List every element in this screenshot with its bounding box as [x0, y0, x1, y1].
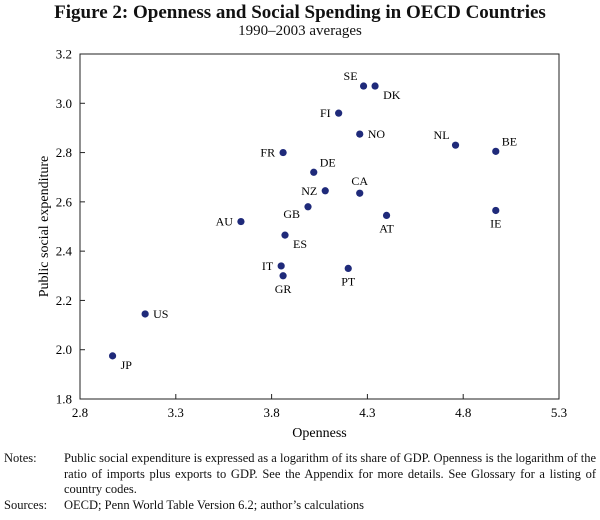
x-axis-label: Openness — [292, 426, 346, 441]
chart-title: Figure 2: Openness and Social Spending i… — [54, 2, 546, 23]
data-point-us — [141, 310, 149, 318]
point-label-nz: NZ — [301, 184, 317, 198]
notes-section: Notes: Public social expenditure is expr… — [4, 451, 596, 513]
data-point-ie — [492, 206, 500, 215]
point-label-dk: DK — [383, 88, 401, 102]
data-point-es — [281, 231, 289, 239]
data-point-nz — [321, 187, 329, 195]
data-point-au — [237, 217, 245, 226]
data-point-fr — [279, 148, 287, 157]
x-tick-label: 4.8 — [455, 405, 471, 420]
data-point-dk — [371, 82, 379, 90]
y-tick-label: 1.8 — [56, 392, 72, 407]
sources-label: Sources: — [4, 497, 48, 512]
x-tick-label: 4.3 — [359, 405, 375, 420]
point-label-pt: PT — [341, 274, 356, 288]
point-label-au: AU — [216, 215, 234, 229]
x-tick-label: 3.8 — [263, 405, 279, 420]
data-point-at — [382, 211, 391, 220]
point-label-jp: JP — [121, 358, 133, 372]
data-point-pt — [344, 264, 352, 272]
point-label-ie: IE — [490, 216, 501, 230]
point-label-se: SE — [344, 69, 358, 83]
point-label-it: IT — [262, 259, 274, 273]
x-tick-label: 5.3 — [551, 405, 567, 420]
y-tick-label: 2.4 — [56, 244, 73, 259]
y-tick-label: 2.2 — [56, 293, 72, 308]
y-tick-label: 2.0 — [56, 342, 72, 357]
x-tick-label: 3.3 — [168, 405, 184, 420]
point-label-gr: GR — [275, 282, 292, 296]
data-point-jp — [108, 352, 117, 360]
chart-subtitle: 1990–2003 averages — [238, 23, 362, 39]
data-point-se — [359, 82, 368, 90]
data-point-fi — [335, 109, 343, 117]
point-label-us: US — [153, 307, 168, 321]
notes-text: Public social expenditure is expressed a… — [64, 451, 596, 496]
x-tick-label: 2.8 — [72, 405, 88, 420]
point-label-fr: FR — [260, 146, 275, 160]
point-label-nl: NL — [434, 128, 450, 142]
y-tick-label: 3.0 — [56, 96, 72, 111]
data-point-ca — [356, 189, 364, 197]
scatter-chart: 2.8 3.3 3.8 4.3 4.8 5.3 1.8 2.0 2.2 2.4 2.6 2.8 3.0 3… — [37, 47, 567, 442]
point-label-no: NO — [368, 127, 386, 141]
data-point-nl — [451, 141, 460, 149]
y-tick-label: 2.8 — [56, 145, 72, 160]
point-label-be: BE — [502, 134, 517, 148]
y-axis-label: Public social expenditure — [37, 156, 52, 298]
sources-text: OECD; Penn World Table Version 6.2; auth… — [64, 497, 364, 512]
point-label-es: ES — [293, 237, 307, 251]
notes-label: Notes: — [4, 451, 37, 465]
y-tick-label: 3.2 — [56, 47, 72, 62]
point-label-ca: CA — [351, 174, 368, 188]
data-point-gr — [279, 272, 287, 280]
point-label-at: AT — [379, 221, 394, 235]
data-point-no — [356, 130, 364, 138]
data-point-be — [492, 147, 500, 155]
data-point-de — [310, 168, 318, 176]
point-label-de: DE — [320, 155, 336, 169]
point-label-gb: GB — [283, 207, 300, 221]
y-tick-label: 2.6 — [56, 194, 73, 209]
point-label-fi: FI — [320, 106, 331, 120]
data-point-it — [277, 262, 285, 270]
plot-frame — [79, 53, 560, 400]
data-point-gb — [304, 203, 312, 211]
